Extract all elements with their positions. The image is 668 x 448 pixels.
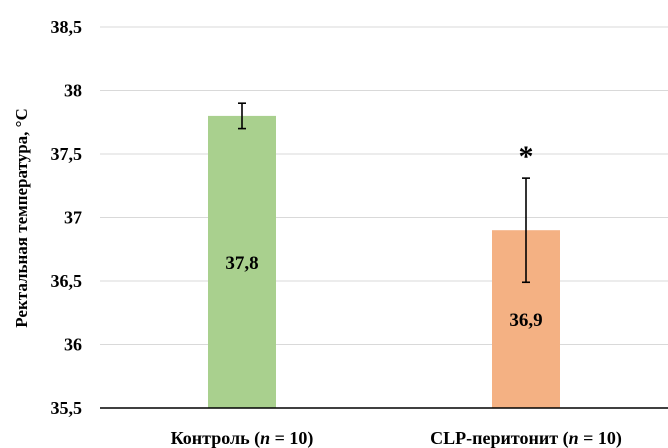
y-tick-label: 36,5 [51,271,83,291]
y-tick-label: 36 [64,335,82,355]
y-tick-label: 35,5 [51,398,83,418]
y-tick-label: 38 [64,81,82,101]
y-tick-label: 37 [64,208,82,228]
bars: 37,8 36,9 * [208,102,560,409]
category-label: CLP-перитонит (n = 10) [430,428,622,448]
y-tick-label: 38,5 [51,17,83,37]
data-label: 36,9 [509,310,542,331]
gridlines [100,26,668,345]
category-label: Контроль (n = 10) [171,428,314,448]
y-tick-label: 37,5 [51,144,83,164]
bar [208,115,276,409]
category-labels: Контроль (n = 10) CLP-перитонит (n = 10) [171,428,622,448]
y-axis-ticks: 35,5 36 36,5 37 37,5 38 38,5 [51,17,83,418]
data-label: 37,8 [225,253,258,274]
y-axis-label: Ректальная температура, °С [12,108,31,327]
significance-marker: * [519,140,534,173]
